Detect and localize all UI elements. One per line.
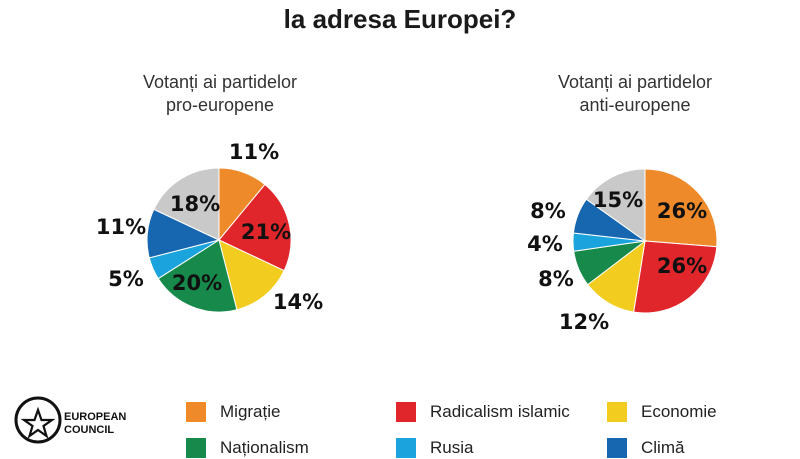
legend-item: Economie (607, 401, 717, 423)
pie-title-line: Votanți ai partidelor (142, 72, 298, 92)
legend-swatch (186, 402, 206, 422)
pie-data-label: 11% (229, 140, 279, 164)
pie-title-pro-european: Votanți ai partidelor pro-europene (90, 71, 350, 117)
pie-data-label: 4% (527, 232, 563, 256)
legend-label: Radicalism islamic (430, 402, 570, 421)
pie-data-label: 12% (559, 310, 609, 334)
pie-slice-radicalism-islamic (218, 183, 292, 272)
pie-data-label: 21% (241, 220, 291, 244)
pie-title-line: pro-europene (165, 95, 275, 115)
legend-item: Migrație (186, 401, 280, 423)
legend-swatch (607, 402, 627, 422)
logo-text-line2: COUNCIL (64, 424, 114, 436)
legend-label: Migrație (220, 402, 281, 421)
pie-title-line: anti-europene (579, 95, 691, 115)
logo-text-line1: EUROPEAN (64, 411, 126, 423)
legend-label: Economie (641, 402, 717, 421)
legend-swatch (396, 438, 416, 458)
pie-data-label: 15% (593, 188, 643, 212)
logo-ring (14, 396, 62, 444)
legend-swatch (396, 402, 416, 422)
pie-title-line: Votanți ai partidelor (557, 72, 713, 92)
pie-slice-na-ionalism (157, 239, 238, 313)
pie-data-label: 11% (96, 215, 146, 239)
pie-title-anti-european: Votanți ai partidelor anti-europene (505, 71, 765, 117)
legend-item: Climă (607, 437, 684, 459)
pie-slice-economie (218, 239, 285, 311)
legend-swatch (607, 438, 627, 458)
pie-slice-other (153, 167, 220, 241)
legend-label: Rusia (430, 438, 474, 457)
pie-data-label: 5% (108, 267, 144, 291)
pie-data-label: 14% (273, 290, 323, 314)
pie-data-label: 18% (170, 192, 220, 216)
legend-swatch (186, 438, 206, 458)
legend-item: Radicalism islamic (396, 401, 570, 423)
pie-data-label: 20% (172, 271, 222, 295)
pie-slice-radicalism-islamic (633, 240, 718, 314)
pie-slice-migra-ie (644, 168, 718, 248)
legend-label: Climă (641, 438, 685, 457)
legend-label: Naționalism (220, 438, 309, 457)
pie-slice-other (585, 168, 646, 242)
pie-data-label: 26% (657, 199, 707, 223)
pie-data-label: 8% (538, 267, 574, 291)
logo-star-icon (20, 406, 56, 439)
legend-item: Rusia (396, 437, 473, 459)
european-council-logo: EUROPEAN COUNCIL (14, 396, 126, 444)
pie-data-label: 26% (657, 254, 707, 278)
legend-item: Naționalism (186, 437, 309, 459)
pie-data-label: 8% (530, 199, 566, 223)
chart-title-line2: la adresa Europei? (283, 4, 517, 34)
